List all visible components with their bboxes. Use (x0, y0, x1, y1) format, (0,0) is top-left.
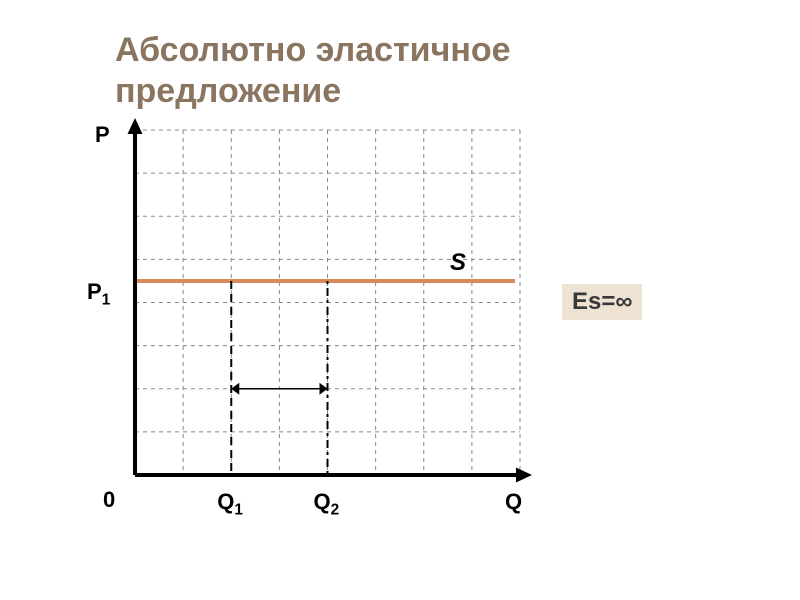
axis-label-origin: 0 (103, 487, 115, 513)
elasticity-formula: Es=∞ (562, 284, 642, 320)
axis-label-Q1: Q1 (217, 489, 243, 519)
axis-label-P1: P1 (87, 279, 110, 309)
axis-label-Q: Q (505, 489, 522, 515)
chart-svg (0, 0, 800, 600)
axis-label-Q2: Q2 (314, 489, 340, 519)
supply-curve-label: S (450, 249, 466, 277)
axis-label-P: P (95, 122, 110, 148)
